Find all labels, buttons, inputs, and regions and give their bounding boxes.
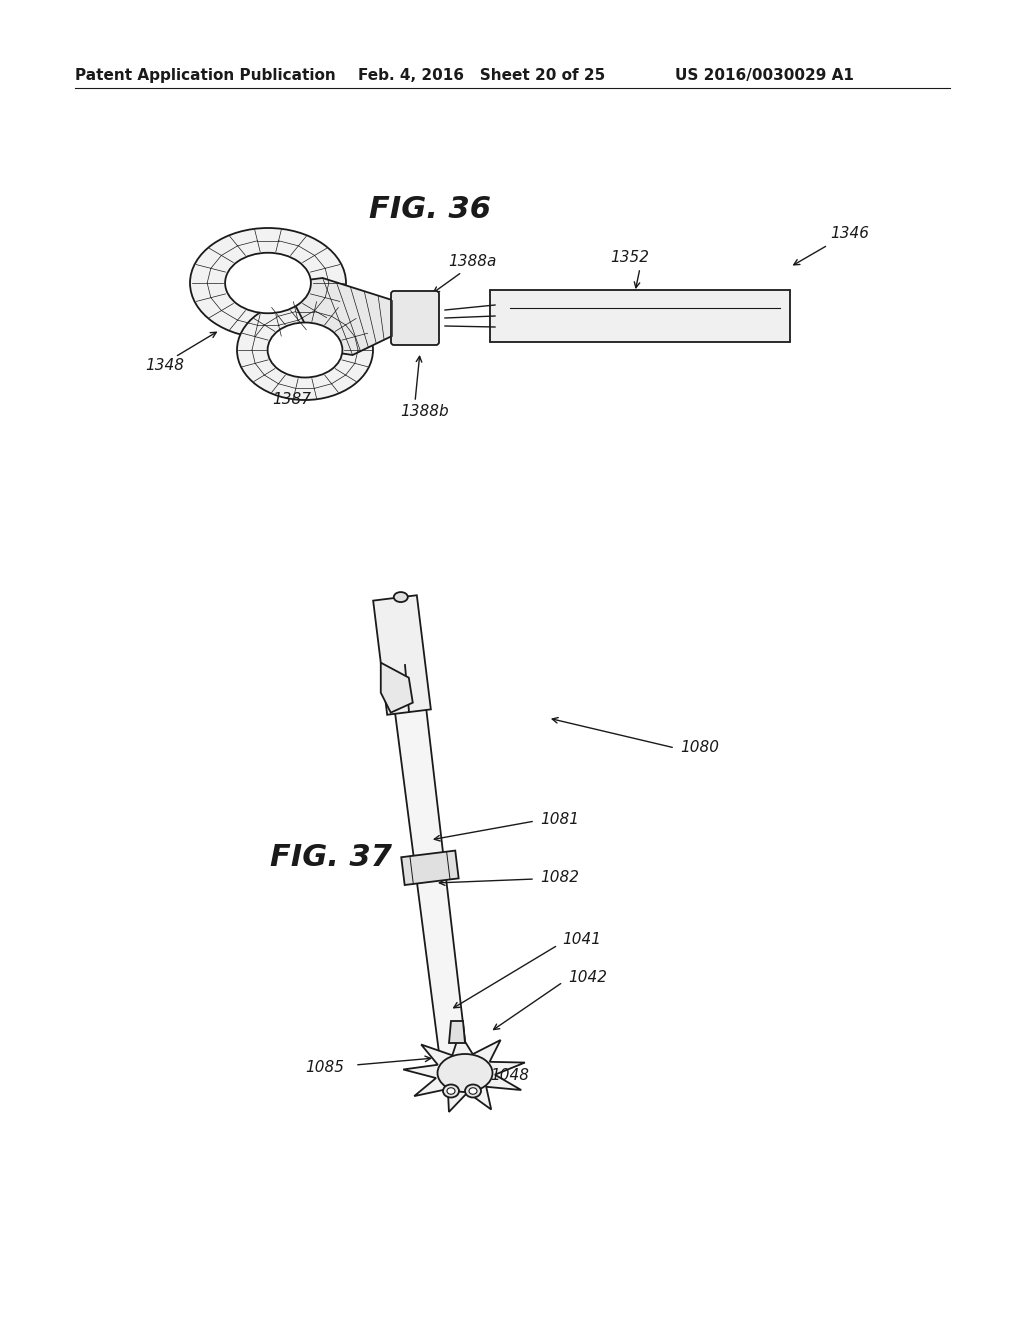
Text: Feb. 4, 2016   Sheet 20 of 25: Feb. 4, 2016 Sheet 20 of 25 — [358, 69, 605, 83]
Polygon shape — [389, 663, 467, 1057]
Text: 1388a: 1388a — [449, 255, 497, 269]
Polygon shape — [284, 279, 392, 355]
Ellipse shape — [469, 1088, 477, 1094]
Ellipse shape — [190, 228, 346, 338]
FancyBboxPatch shape — [391, 290, 439, 345]
Ellipse shape — [447, 1088, 455, 1094]
Polygon shape — [373, 595, 431, 714]
Text: 1352: 1352 — [610, 251, 649, 265]
Text: FIG. 37: FIG. 37 — [270, 843, 392, 873]
Text: 1081: 1081 — [540, 813, 579, 828]
Ellipse shape — [237, 300, 373, 400]
Text: 1388b: 1388b — [400, 404, 449, 420]
Ellipse shape — [465, 1085, 481, 1097]
Ellipse shape — [443, 1085, 459, 1097]
Text: 1387: 1387 — [272, 392, 311, 408]
Text: 1082: 1082 — [540, 870, 579, 886]
Ellipse shape — [437, 1053, 493, 1092]
Text: Patent Application Publication: Patent Application Publication — [75, 69, 336, 83]
Text: 1085: 1085 — [305, 1060, 344, 1076]
Ellipse shape — [225, 252, 311, 313]
Text: 1080: 1080 — [680, 741, 719, 755]
Text: 1346: 1346 — [830, 226, 869, 240]
Text: 1348: 1348 — [145, 358, 184, 372]
Text: 1048: 1048 — [490, 1068, 529, 1082]
Text: FIG. 36: FIG. 36 — [369, 195, 490, 224]
Ellipse shape — [394, 593, 408, 602]
Text: US 2016/0030029 A1: US 2016/0030029 A1 — [675, 69, 854, 83]
Text: 1041: 1041 — [562, 932, 601, 948]
Polygon shape — [381, 663, 413, 713]
Polygon shape — [449, 1020, 465, 1043]
Polygon shape — [401, 850, 459, 884]
Ellipse shape — [267, 322, 342, 378]
FancyBboxPatch shape — [490, 290, 790, 342]
Polygon shape — [403, 1032, 525, 1111]
Text: 1042: 1042 — [568, 970, 607, 986]
